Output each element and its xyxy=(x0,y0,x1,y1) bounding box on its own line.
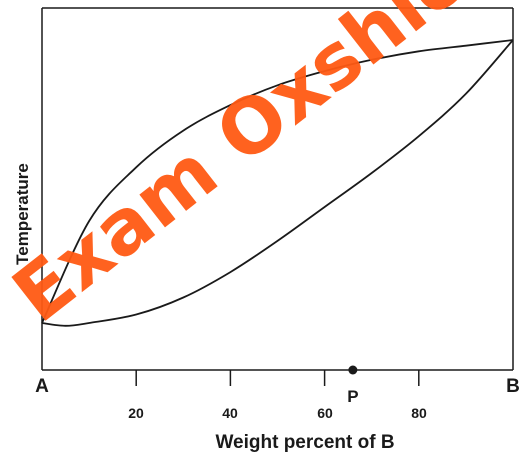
tick-label-60: 60 xyxy=(317,405,333,421)
label-a: A xyxy=(35,376,49,397)
tick-label-80: 80 xyxy=(411,405,427,421)
point-p-label: P xyxy=(347,387,358,406)
x-axis-title: Weight percent of B xyxy=(215,432,394,453)
watermark: Exam Oxshiedu xyxy=(0,0,519,339)
tick-label-40: 40 xyxy=(222,405,238,421)
solidus-curve xyxy=(41,39,514,327)
label-b: B xyxy=(506,376,519,397)
liquidus-curve xyxy=(41,39,514,324)
point-p-marker xyxy=(348,365,358,375)
x-axis-ticks xyxy=(135,370,420,386)
y-axis-title: Temperature xyxy=(13,163,32,265)
tick-label-20: 20 xyxy=(128,405,144,421)
